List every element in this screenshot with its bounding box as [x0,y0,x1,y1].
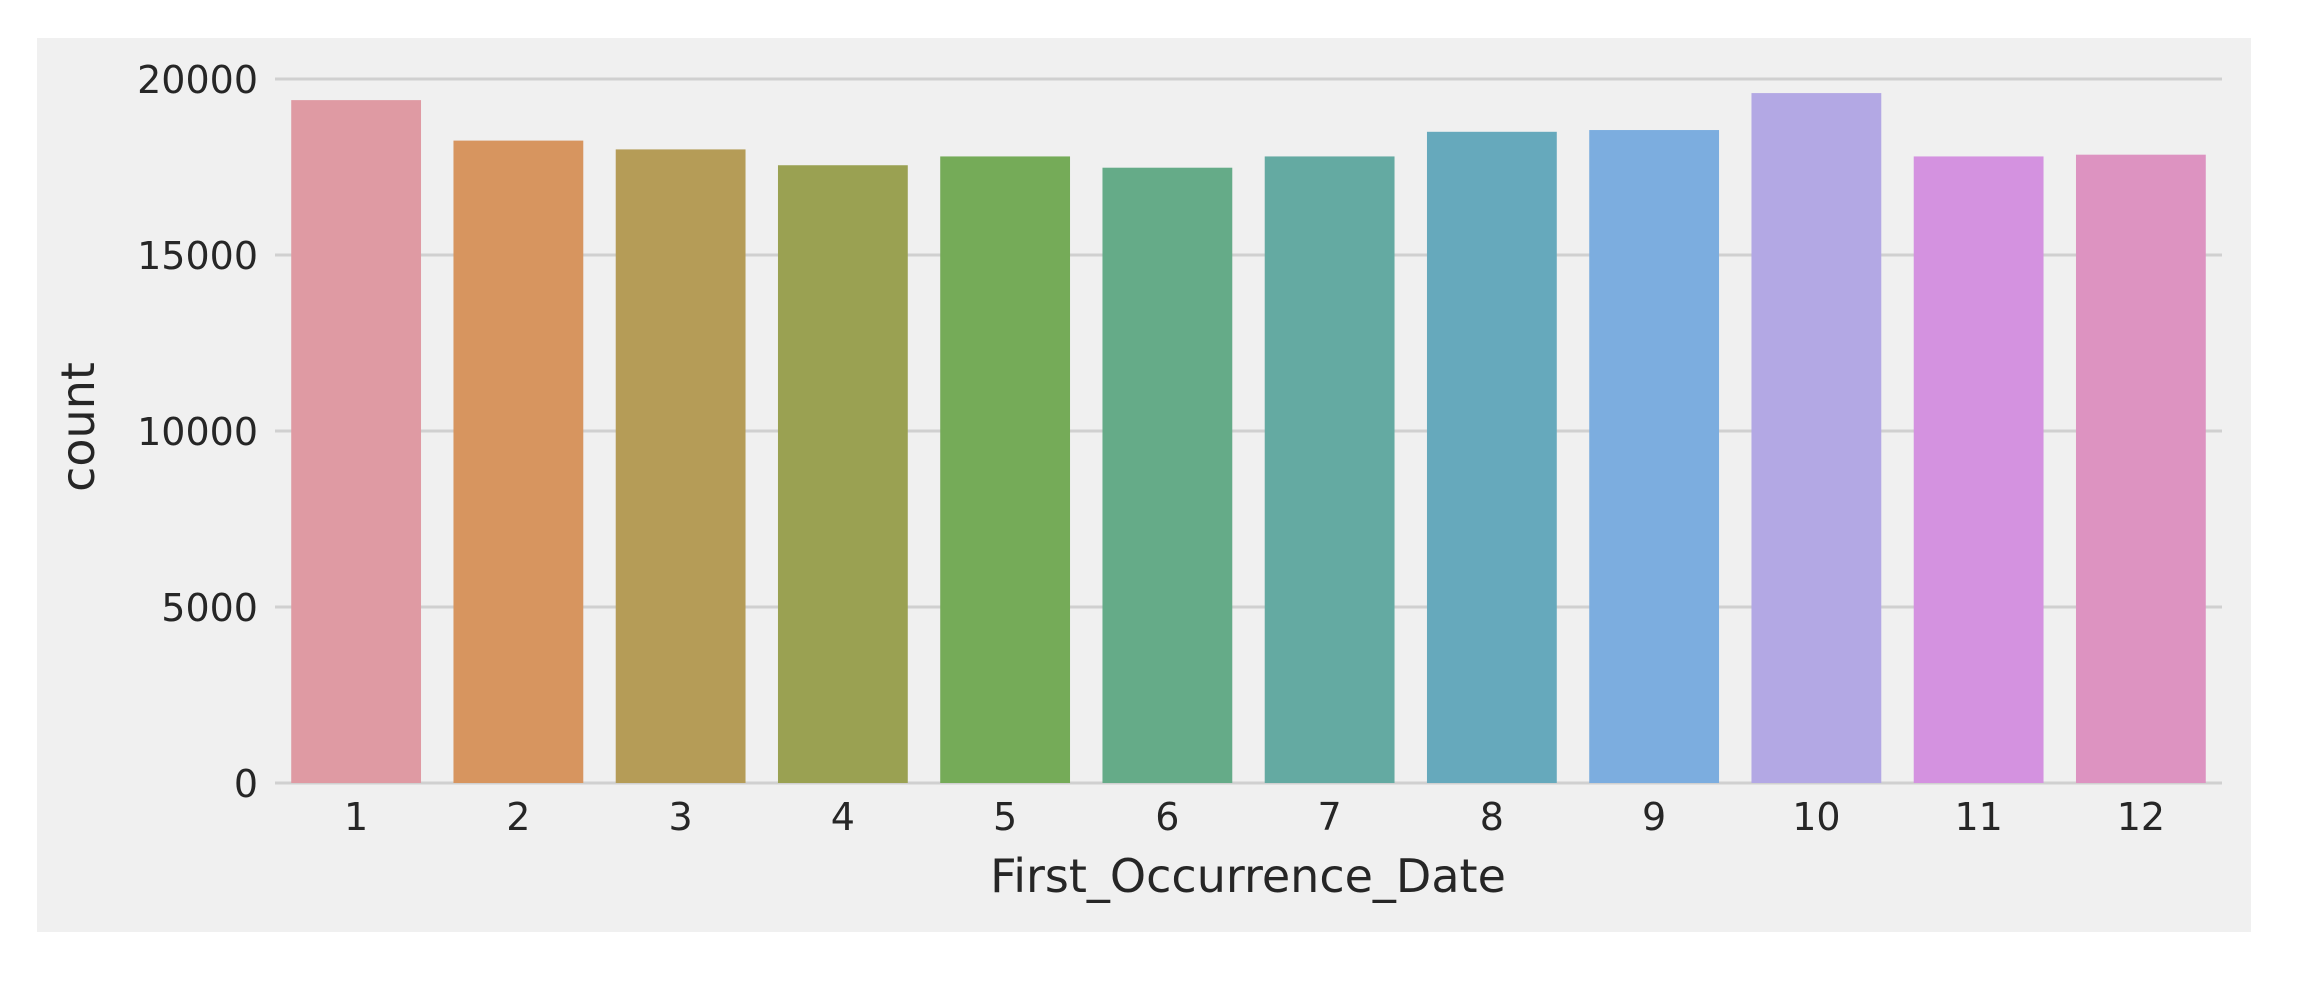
y-axis-label: count [51,362,105,492]
x-tick-label: 6 [1155,795,1179,839]
y-tick-labels: 0 5000 10000 15000 20000 [137,58,258,806]
bar-7 [1264,156,1395,783]
bar-4 [777,165,908,784]
x-tick-label: 4 [831,795,855,839]
bar-2 [453,140,584,784]
x-tick-label: 2 [506,795,530,839]
bar-9 [1589,130,1720,784]
y-tick-label: 10000 [137,410,258,454]
bar-11 [1913,156,2044,783]
bar-6 [1102,167,1233,784]
x-tick-label: 10 [1792,795,1840,839]
y-tick-label: 20000 [137,58,258,102]
x-axis-label: First_Occurrence_Date [990,849,1506,903]
bar-5 [940,156,1071,783]
x-tick-label: 3 [669,795,693,839]
bar-8 [1426,131,1557,784]
gridlines [275,77,2222,785]
bar-3 [615,149,746,783]
x-tick-label: 5 [993,795,1017,839]
x-tick-label: 1 [344,795,368,839]
x-tick-label: 11 [1954,795,2002,839]
bar-1 [291,100,422,784]
bar-10 [1751,93,1882,783]
x-tick-labels: 1 2 3 4 5 6 7 8 9 10 11 12 [344,795,2165,839]
x-tick-label: 8 [1480,795,1504,839]
x-tick-label: 9 [1642,795,1666,839]
y-tick-label: 5000 [161,586,258,630]
bars [291,93,2206,784]
x-tick-label: 12 [2117,795,2165,839]
y-tick-label: 15000 [137,234,258,278]
y-tick-label: 0 [234,762,258,806]
x-tick-label: 7 [1318,795,1342,839]
bar-12 [2075,154,2206,783]
